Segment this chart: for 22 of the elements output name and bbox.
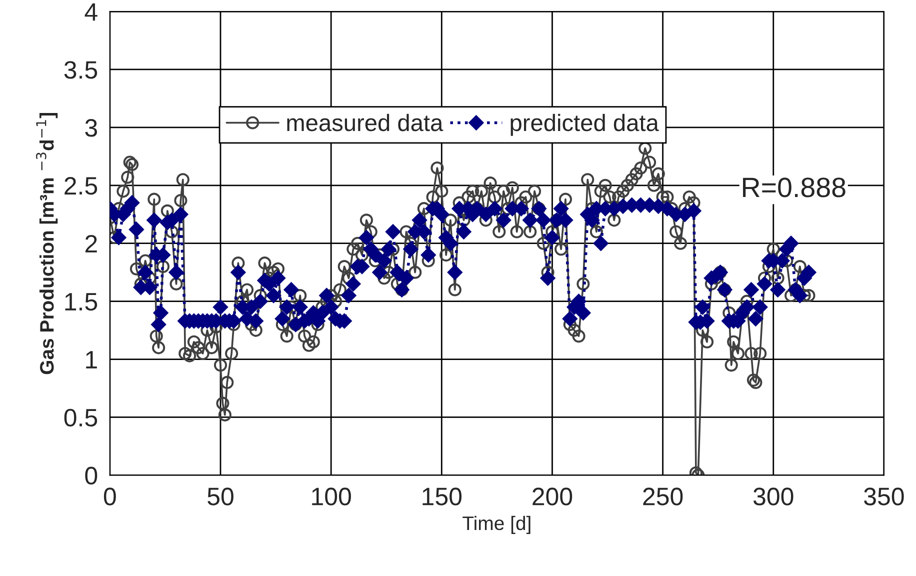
y-axis-title: Gas Production [m³m $^{−3}$d$^{−1}$] xyxy=(36,112,58,374)
y-tick-label: 2 xyxy=(85,234,97,252)
y-tick-label: 4 xyxy=(84,3,98,21)
x-tick-label: 200 xyxy=(532,488,572,506)
x-tick-label: 300 xyxy=(753,488,794,506)
x-axis-title: Time [d] xyxy=(462,516,530,534)
x-tick-label: 350 xyxy=(864,488,904,506)
y-tick-label: 1.5 xyxy=(65,293,98,311)
x-tick-label: 150 xyxy=(422,488,462,506)
legend-label: predicted data xyxy=(510,114,659,136)
annotation: R=0.888 xyxy=(743,178,846,198)
y-tick-label: 1 xyxy=(86,351,97,368)
y-tick-label: 0.5 xyxy=(64,408,98,427)
legend-label: measured data xyxy=(287,114,444,132)
y-tick-label: 3 xyxy=(85,119,98,137)
x-tick-label: 0 xyxy=(104,488,116,506)
y-tick-label: 2.5 xyxy=(64,177,98,195)
y-tick-label: 3.5 xyxy=(64,61,98,79)
x-tick-label: 100 xyxy=(312,488,351,506)
y-tick-label: 0 xyxy=(85,466,98,485)
x-tick-label: 50 xyxy=(208,488,234,506)
x-tick-label: 250 xyxy=(643,488,683,506)
